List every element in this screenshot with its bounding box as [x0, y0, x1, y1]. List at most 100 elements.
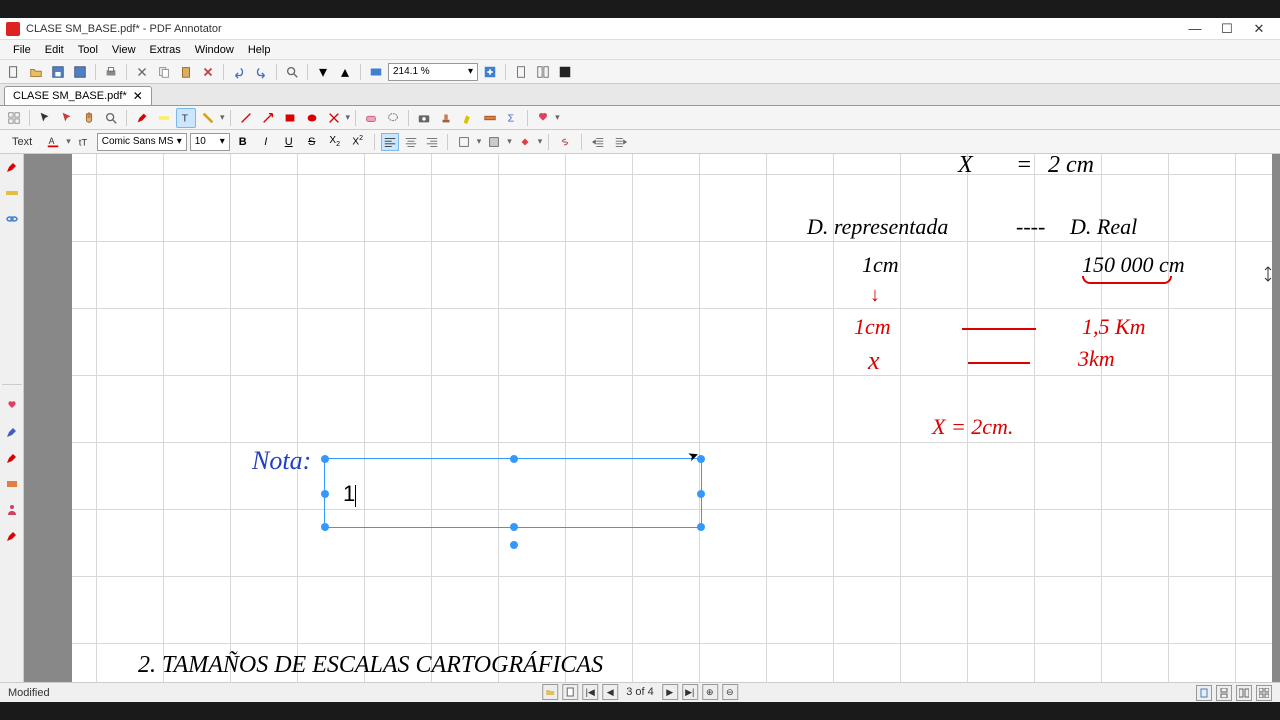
line-tool[interactable] [236, 108, 256, 128]
strike-button[interactable]: S [302, 132, 322, 152]
sel-handle-sw[interactable] [321, 523, 329, 531]
side-link[interactable] [3, 210, 21, 228]
menu-tool[interactable]: Tool [71, 44, 105, 56]
nav-prev-button[interactable]: ◀ [602, 684, 618, 700]
zoom-out-button[interactable]: ▾ [313, 62, 333, 82]
side-pen4[interactable] [3, 527, 21, 545]
italic-button[interactable]: I [256, 132, 276, 152]
sel-handle-n[interactable] [510, 455, 518, 463]
underline-button[interactable]: U [279, 132, 299, 152]
maximize-button[interactable]: ☐ [1220, 22, 1234, 36]
close-button[interactable]: ✕ [1252, 22, 1266, 36]
tab-close-button[interactable]: ✕ [133, 89, 143, 103]
fill-button[interactable] [484, 132, 504, 152]
zoom-plus-button[interactable] [480, 62, 500, 82]
eraser-tool[interactable] [361, 108, 381, 128]
subscript-button[interactable]: X2 [325, 132, 345, 152]
indent-left-button[interactable] [588, 132, 608, 152]
side-fav-red[interactable] [3, 397, 21, 415]
arrow-tool[interactable] [258, 108, 278, 128]
side-pen-red[interactable] [3, 158, 21, 176]
zoom-combo[interactable]: 214.1 %▾ [388, 63, 478, 81]
size-combo[interactable]: 10▾ [190, 133, 230, 151]
sel-handle-nw[interactable] [321, 455, 329, 463]
hand-tool[interactable] [79, 108, 99, 128]
measure-tool[interactable] [480, 108, 500, 128]
text-style-button[interactable]: tT [74, 132, 94, 152]
menu-file[interactable]: File [6, 44, 38, 56]
canvas[interactable]: X = 2 cm D. representada ---- D. Real 1c… [24, 154, 1280, 682]
fullscreen-button[interactable] [555, 62, 575, 82]
page-layout2-button[interactable] [533, 62, 553, 82]
view-single-button[interactable] [1196, 685, 1212, 701]
ellipse-tool[interactable] [302, 108, 322, 128]
rect-tool[interactable] [280, 108, 300, 128]
menu-window[interactable]: Window [188, 44, 241, 56]
crossout-tool[interactable] [324, 108, 344, 128]
text-tool[interactable]: T [176, 108, 196, 128]
copy-button[interactable] [154, 62, 174, 82]
superscript-button[interactable]: X2 [348, 132, 368, 152]
font-color-button[interactable]: A [43, 132, 63, 152]
undo-button[interactable] [229, 62, 249, 82]
formula-tool[interactable]: Σ [502, 108, 522, 128]
align-center-button[interactable] [402, 133, 420, 151]
page-layout1-button[interactable] [511, 62, 531, 82]
nav-last-button[interactable]: ▶| [682, 684, 698, 700]
new-button[interactable] [4, 62, 24, 82]
side-pen2[interactable] [3, 423, 21, 441]
side-person[interactable] [3, 501, 21, 519]
pointer-tool[interactable] [35, 108, 55, 128]
link-button[interactable] [555, 132, 575, 152]
nav-doc-button[interactable] [562, 684, 578, 700]
sel-handle-e[interactable] [697, 490, 705, 498]
sel-handle-w[interactable] [321, 490, 329, 498]
zoom-tool[interactable] [101, 108, 121, 128]
lasso-tool[interactable] [383, 108, 403, 128]
sel-handle-se[interactable] [697, 523, 705, 531]
align-right-button[interactable] [423, 133, 441, 151]
marker-tool[interactable] [154, 108, 174, 128]
indent-right-button[interactable] [611, 132, 631, 152]
bold-button[interactable]: B [233, 132, 253, 152]
highlight-tool[interactable] [198, 108, 218, 128]
view-grid-button[interactable] [1256, 685, 1272, 701]
print-button[interactable] [101, 62, 121, 82]
fit-width-button[interactable] [366, 62, 386, 82]
side-highlight[interactable] [3, 184, 21, 202]
right-cursor-tool[interactable] [1258, 262, 1278, 286]
save-button[interactable] [48, 62, 68, 82]
menu-edit[interactable]: Edit [38, 44, 71, 56]
box-border-button[interactable] [454, 132, 474, 152]
select-tool[interactable] [57, 108, 77, 128]
highlighter-tool[interactable] [458, 108, 478, 128]
nav-remove-page-button[interactable]: ⊖ [722, 684, 738, 700]
nav-next-button[interactable]: ▶ [662, 684, 678, 700]
camera-tool[interactable] [414, 108, 434, 128]
stamp-tool[interactable] [436, 108, 456, 128]
font-combo[interactable]: Comic Sans MS▾ [97, 133, 187, 151]
menu-view[interactable]: View [105, 44, 143, 56]
paste-button[interactable] [176, 62, 196, 82]
nav-folder-button[interactable] [542, 684, 558, 700]
sel-handle-s[interactable] [510, 523, 518, 531]
view-continuous-button[interactable] [1216, 685, 1232, 701]
saveas-button[interactable] [70, 62, 90, 82]
side-rect[interactable] [3, 475, 21, 493]
minimize-button[interactable]: — [1188, 22, 1202, 36]
menu-help[interactable]: Help [241, 44, 278, 56]
open-button[interactable] [26, 62, 46, 82]
side-pen3[interactable] [3, 449, 21, 467]
redo-button[interactable] [251, 62, 271, 82]
nav-first-button[interactable]: |◀ [582, 684, 598, 700]
nav-add-page-button[interactable]: ⊕ [702, 684, 718, 700]
document-tab[interactable]: CLASE SM_BASE.pdf* ✕ [4, 86, 152, 105]
align-left-button[interactable] [381, 133, 399, 151]
text-selection-box[interactable]: 1 [324, 458, 702, 528]
menu-extras[interactable]: Extras [143, 44, 188, 56]
sel-handle-rotate[interactable] [510, 541, 518, 549]
fill-color-button[interactable] [515, 132, 535, 152]
zoom-in-button[interactable]: ▴ [335, 62, 355, 82]
text-box-content[interactable]: 1 [343, 481, 356, 507]
cut-button[interactable] [132, 62, 152, 82]
